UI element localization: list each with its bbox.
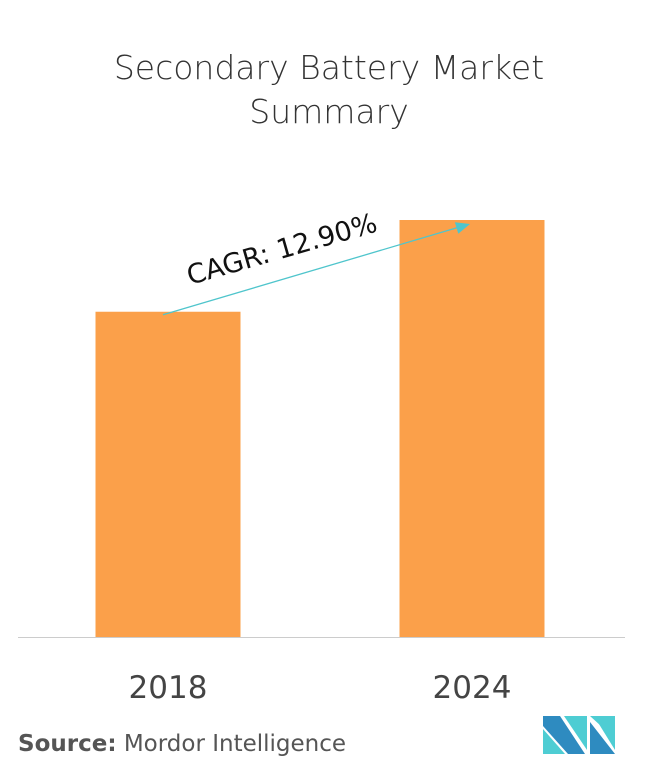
x-tick-label: 2024: [433, 670, 512, 706]
mordor-logo: [543, 716, 615, 754]
bar-2024: [399, 220, 545, 637]
cagr-arrowhead: [454, 222, 470, 234]
title-line-1: Secondary Battery Market: [113, 48, 545, 87]
chart-title: Secondary Battery Market Summary: [0, 46, 658, 134]
title-line-2: Summary: [249, 92, 409, 131]
source-label: Source:: [18, 731, 117, 757]
x-tick-label: 2018: [129, 670, 208, 706]
source-value: Mordor Intelligence: [123, 731, 347, 757]
cagr-arrow: [162, 225, 463, 316]
bar-2018: [95, 311, 241, 637]
source-note: Source: Mordor Intelligence: [18, 731, 346, 757]
